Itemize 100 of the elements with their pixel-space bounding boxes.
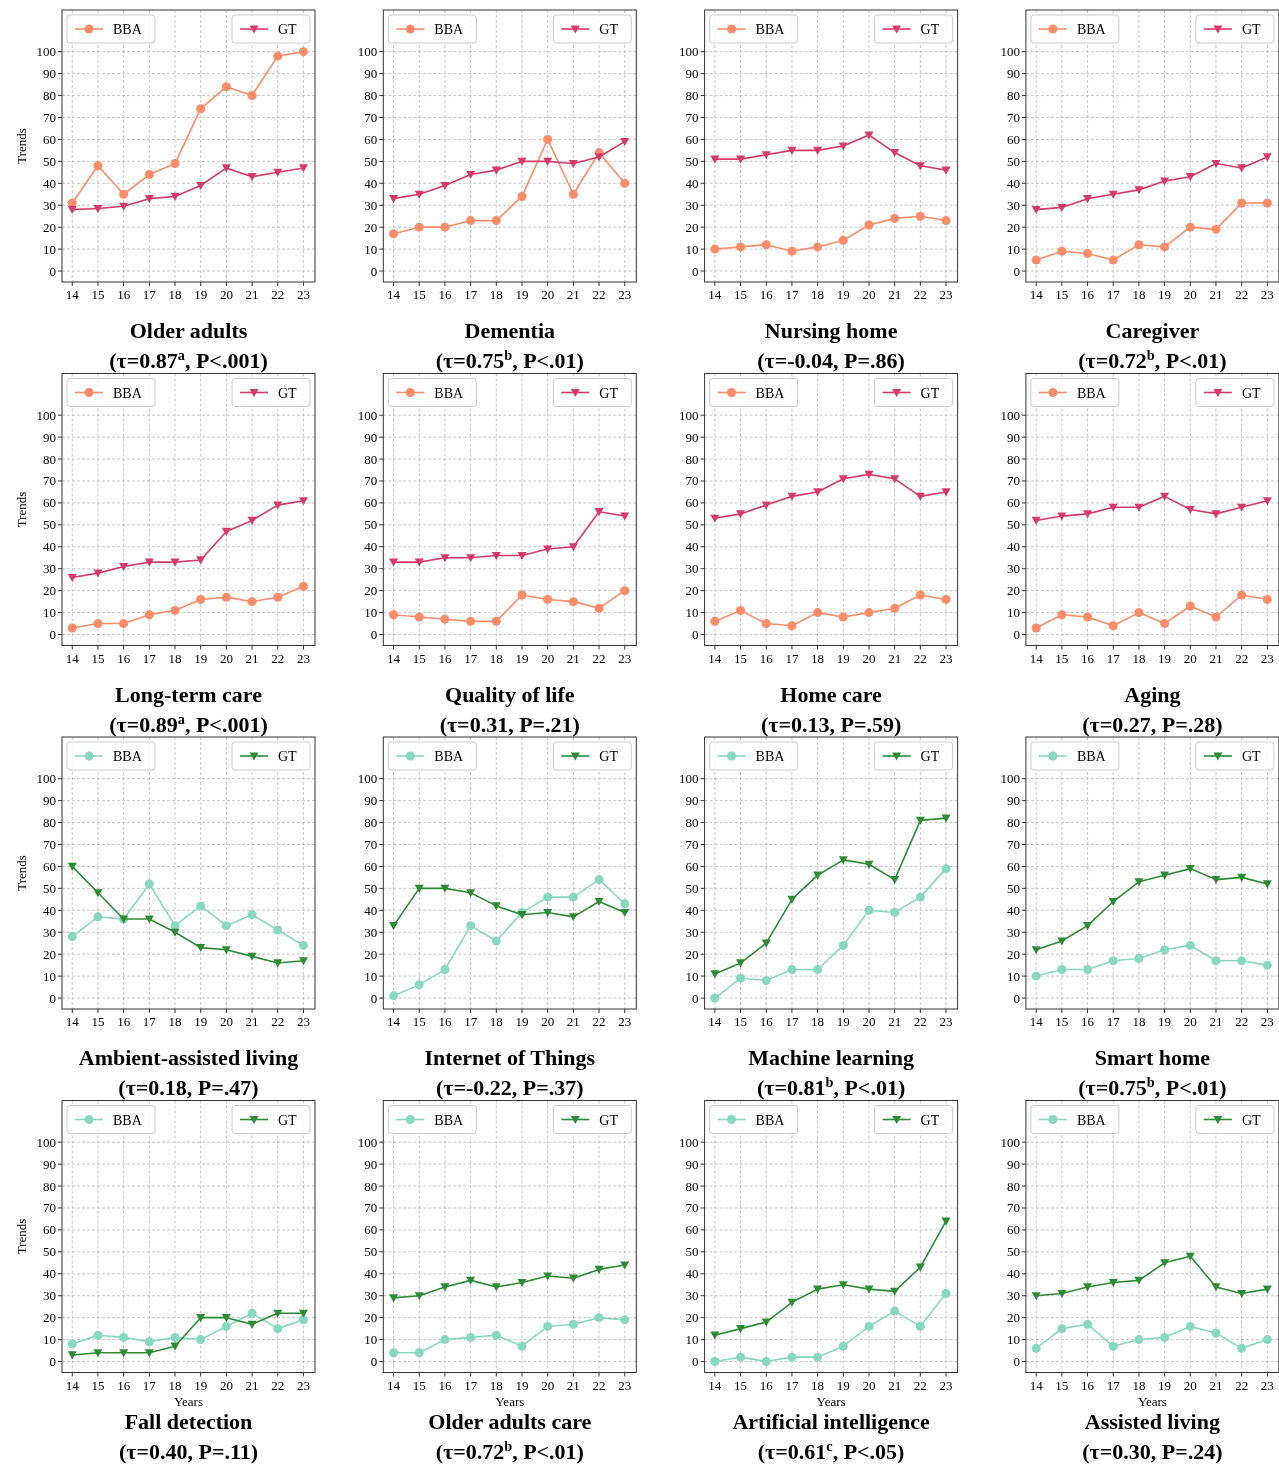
x-tick-label: 14 [1029, 287, 1044, 302]
x-tick-label: 19 [1158, 1014, 1172, 1029]
legend-label: BBA [113, 1112, 143, 1128]
y-tick-label: 100 [679, 771, 699, 787]
y-tick-label: 90 [43, 793, 56, 809]
x-tick-label: 14 [708, 287, 722, 302]
y-tick-label: 100 [679, 407, 699, 423]
x-tick-label: 22 [271, 287, 285, 302]
x-tick-label: 14 [1029, 650, 1044, 666]
y-tick-label: 30 [685, 1288, 699, 1304]
x-tick-label: 15 [91, 1377, 105, 1393]
x-tick-label: 19 [515, 287, 529, 302]
text: Long-term care [115, 681, 263, 707]
y-tick-label: 60 [685, 858, 699, 874]
x-tick-label: 16 [117, 287, 131, 302]
x-tick-label: 20 [862, 1014, 876, 1029]
text: (τ=0.75$^{b}$, P<.01) [435, 347, 584, 373]
y-tick-label: 70 [43, 473, 56, 489]
x-tick-label: 22 [1235, 650, 1249, 666]
x-tick-label: 22 [1235, 287, 1249, 302]
y-tick-label: 50 [1006, 153, 1020, 169]
x-tick-label: 16 [759, 287, 774, 302]
x-tick-label: 23 [296, 1014, 310, 1029]
x-tick-label: 16 [759, 650, 774, 666]
y-tick-label: 70 [364, 109, 378, 125]
y-tick-label: 10 [43, 968, 56, 984]
y-tick-label: 60 [364, 495, 378, 511]
y-tick-label: 10 [685, 968, 699, 984]
x-tick-label: 18 [489, 287, 503, 302]
x-tick-label: 17 [785, 1377, 799, 1393]
y-tick-label: 80 [43, 88, 56, 104]
x-tick-label: 16 [1081, 1014, 1095, 1029]
legend-label: GT [599, 385, 619, 401]
y-tick-label: 100 [36, 407, 56, 423]
y-tick-label: 40 [364, 175, 378, 191]
x-tick-label: 20 [219, 650, 233, 666]
y-tick-label: 50 [685, 517, 699, 533]
y-tick-label: 20 [1006, 1310, 1020, 1326]
y-tick-label: 20 [43, 1310, 56, 1326]
legend-label: BBA [434, 749, 464, 764]
y-tick-label: 90 [1006, 429, 1020, 445]
y-tick-label: 90 [1006, 793, 1020, 809]
y-tick-label: 20 [364, 946, 378, 962]
y-tick-label: 40 [364, 902, 378, 918]
y-tick-label: 30 [43, 924, 56, 940]
text: (τ=0.30, P=.24) [1082, 1438, 1223, 1464]
x-tick-label: 17 [142, 287, 157, 302]
y-tick-label: 70 [685, 109, 699, 125]
x-tick-label: 16 [438, 1377, 452, 1393]
x-tick-label: 20 [1183, 1377, 1197, 1393]
y-tick-label: 90 [685, 793, 699, 809]
x-tick-label: 23 [618, 287, 632, 302]
y-tick-label: 50 [364, 880, 378, 896]
y-tick-label: 80 [1006, 815, 1020, 831]
y-tick-label: 0 [692, 627, 699, 643]
text: Assisted living [1084, 1408, 1220, 1434]
legend-label: BBA [1076, 22, 1107, 37]
y-tick-label: 10 [43, 605, 56, 621]
y-tick-label: 30 [364, 561, 378, 577]
y-tick-label: 20 [1006, 583, 1020, 599]
x-tick-label: 20 [541, 1377, 555, 1393]
y-axis-title: Trends [14, 128, 29, 164]
x-tick-label: 14 [708, 1377, 722, 1393]
y-tick-label: 10 [1006, 241, 1020, 257]
x-tick-label: 21 [888, 287, 902, 302]
x-tick-label: 22 [913, 1014, 927, 1029]
x-tick-label: 18 [489, 650, 503, 666]
text: Quality of life [445, 681, 575, 707]
legend-label: BBA [1076, 1112, 1107, 1128]
y-tick-label: 0 [370, 990, 378, 1006]
y-tick-label: 10 [43, 1332, 56, 1348]
x-tick-label: 17 [464, 1014, 478, 1029]
x-tick-label: 16 [1081, 650, 1095, 666]
x-tick-label: 23 [618, 1014, 632, 1029]
x-tick-label: 21 [566, 287, 580, 302]
y-tick-label: 20 [685, 1310, 699, 1326]
y-tick-label: 0 [1013, 1354, 1020, 1370]
y-tick-label: 60 [1006, 858, 1020, 874]
y-tick-label: 90 [43, 429, 56, 445]
y-tick-label: 10 [364, 241, 378, 257]
x-tick-label: 17 [142, 650, 157, 666]
y-axis-title: Trends [14, 1218, 29, 1255]
legend-label: GT [599, 1112, 619, 1128]
y-tick-label: 0 [370, 263, 378, 279]
y-tick-label: 30 [1006, 197, 1020, 213]
x-tick-label: 19 [836, 287, 850, 302]
y-tick-label: 90 [364, 793, 378, 809]
text: Artificial intelligence [732, 1408, 930, 1434]
x-tick-label: 18 [168, 287, 182, 302]
x-tick-label: 20 [219, 1377, 233, 1393]
x-tick-label: 23 [939, 287, 953, 302]
x-tick-label: 15 [1055, 1377, 1069, 1393]
x-tick-label: 14 [387, 650, 401, 666]
y-tick-label: 30 [364, 924, 378, 940]
y-tick-label: 70 [364, 1200, 378, 1216]
x-tick-label: 23 [618, 650, 632, 666]
x-tick-label: 14 [387, 287, 401, 302]
x-tick-label: 22 [592, 1377, 606, 1393]
x-tick-label: 19 [1158, 1377, 1172, 1393]
legend-label: BBA [1076, 385, 1107, 401]
